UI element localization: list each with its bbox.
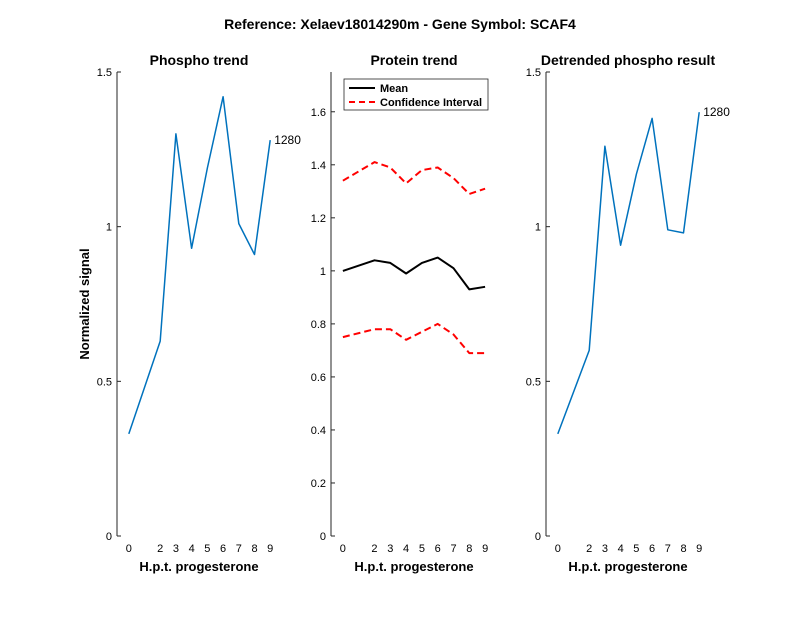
y-tick-label: 1.4 — [311, 160, 326, 172]
series-line-1 — [342, 161, 486, 195]
panel-phospho-trend: Phospho trend H.p.t. progesterone Normal… — [77, 52, 301, 574]
legend-label-confidence-interval: Confidence Interval — [380, 97, 482, 109]
y-tick-label: 1.2 — [311, 213, 326, 225]
y-tick-label: 0.6 — [311, 372, 326, 384]
series-line-0 — [557, 112, 700, 435]
x-tick-label: 8 — [680, 543, 686, 555]
y-tick-label: 1 — [535, 222, 541, 234]
x-tick-label: 9 — [696, 543, 702, 555]
series-line-2 — [342, 322, 486, 355]
point-annotation: 1280 — [703, 105, 730, 119]
x-tick-label: 9 — [482, 543, 488, 555]
x-axis-label: H.p.t. progesterone — [139, 559, 258, 574]
x-tick-label: 3 — [173, 543, 179, 555]
x-tick-label: 5 — [204, 543, 210, 555]
series-line-0 — [128, 95, 271, 435]
panel-protein-trend: Protein trend H.p.t. progesterone 0 0.2 0.… — [311, 52, 489, 574]
x-tick-label: 5 — [419, 543, 425, 555]
x-tick-label: 6 — [220, 543, 226, 555]
x-tick-label: 6 — [649, 543, 655, 555]
x-tick-label: 4 — [189, 543, 195, 555]
x-tick-label: 3 — [387, 543, 393, 555]
y-tick-label: 0.8 — [311, 319, 326, 331]
plot-area: 0 0.2 0.4 0.6 0.8 1 1.2 1.4 1.6 0 2 3 4 5 6 7 8 9 — [311, 72, 488, 555]
y-tick-label: 1 — [320, 266, 326, 278]
y-tick-label: 1.5 — [526, 67, 541, 79]
y-tick-label: 0 — [535, 531, 541, 543]
x-tick-label: 0 — [555, 543, 561, 555]
x-tick-label: 7 — [450, 543, 456, 555]
y-tick-label: 1.5 — [97, 67, 112, 79]
x-tick-label: 0 — [126, 543, 132, 555]
x-tick-label: 4 — [403, 543, 409, 555]
x-tick-label: 8 — [251, 543, 257, 555]
x-tick-label: 8 — [466, 543, 472, 555]
y-tick-label: 0.5 — [97, 376, 112, 388]
x-tick-label: 5 — [633, 543, 639, 555]
x-tick-label: 4 — [618, 543, 624, 555]
y-tick-label: 0 — [106, 531, 112, 543]
legend-label-mean: Mean — [380, 83, 408, 95]
x-tick-label: 2 — [157, 543, 163, 555]
panel-title: Protein trend — [370, 52, 457, 68]
plot-area: 0 0.5 1 1.5 0 2 3 4 5 6 7 8 9 1280 — [97, 67, 302, 555]
x-axis-label: H.p.t. progesterone — [354, 559, 473, 574]
y-tick-label: 0.2 — [311, 478, 326, 490]
series-line-0 — [342, 256, 486, 291]
x-axis-label: H.p.t. progesterone — [568, 559, 687, 574]
x-tick-label: 2 — [586, 543, 592, 555]
x-tick-label: 3 — [602, 543, 608, 555]
y-axis-label: Normalized signal — [77, 248, 92, 359]
panel-title: Detrended phospho result — [541, 52, 716, 68]
x-tick-label: 7 — [665, 543, 671, 555]
y-tick-label: 0 — [320, 531, 326, 543]
panel-title: Phospho trend — [150, 52, 249, 68]
panel-detrended-phospho-result: Detrended phospho result H.p.t. progeste… — [526, 52, 731, 574]
point-annotation: 1280 — [274, 133, 301, 147]
x-tick-label: 7 — [236, 543, 242, 555]
x-tick-label: 2 — [371, 543, 377, 555]
y-tick-label: 1.6 — [311, 107, 326, 119]
figure-suptitle: Reference: Xelaev18014290m - Gene Symbol… — [224, 16, 576, 32]
plot-area: 0 0.5 1 1.5 0 2 3 4 5 6 7 8 9 1280 — [526, 67, 731, 555]
x-tick-label: 6 — [435, 543, 441, 555]
x-tick-label: 0 — [340, 543, 346, 555]
y-tick-label: 0.5 — [526, 376, 541, 388]
y-tick-label: 1 — [106, 222, 112, 234]
legend-box — [343, 78, 489, 111]
legend: Mean Confidence Interval — [343, 78, 489, 111]
x-tick-label: 9 — [267, 543, 273, 555]
y-tick-label: 0.4 — [311, 425, 326, 437]
